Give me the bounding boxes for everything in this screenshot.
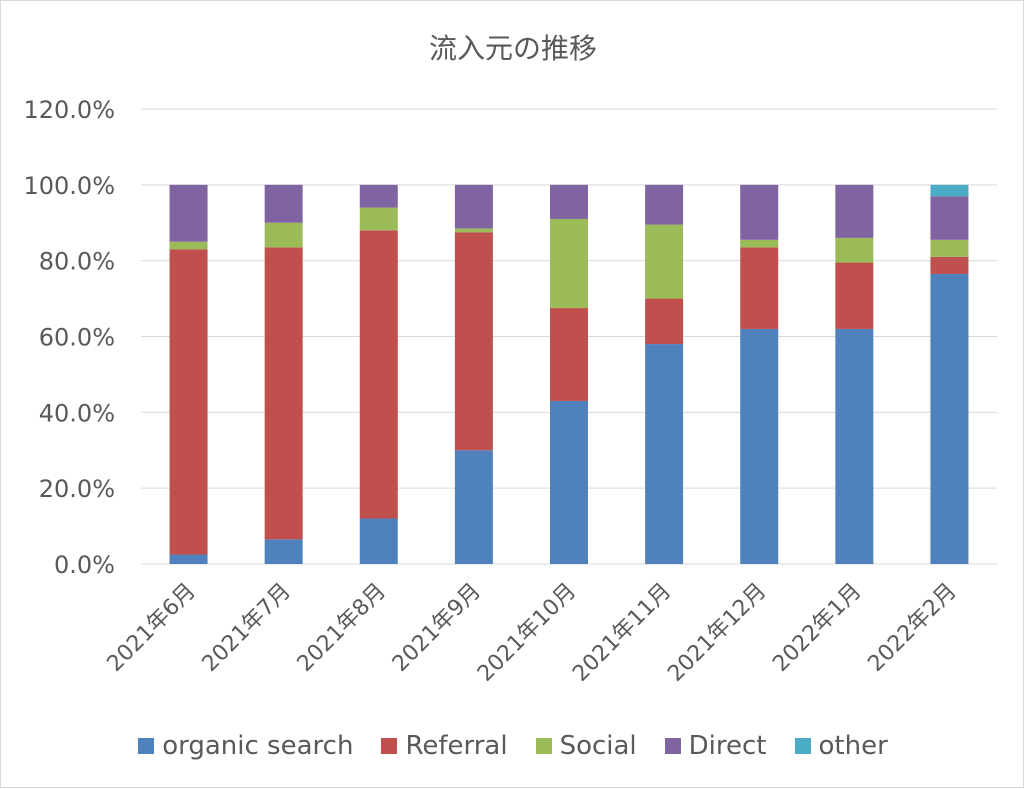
x-tick-label: 2022年1月 <box>768 579 866 677</box>
legend-item: Direct <box>664 731 767 761</box>
chart-title: 流入元の推移 <box>428 32 597 65</box>
bar-segment <box>930 196 969 240</box>
bar-segment <box>645 298 684 345</box>
chart-legend: organic search Referral Social Direct other <box>1 731 1024 761</box>
bar-segment <box>740 184 779 240</box>
bar-segment <box>930 256 969 274</box>
legend-item: other <box>794 731 888 761</box>
legend-item: Referral <box>381 731 508 761</box>
x-tick-label: 2021年6月 <box>103 579 201 677</box>
bar-segment <box>550 308 588 401</box>
bar-segment <box>930 273 969 564</box>
legend-label: Social <box>559 731 637 761</box>
y-tick-label: 100.0% <box>23 172 115 200</box>
bar-segment <box>550 400 588 564</box>
legend-swatch <box>138 738 155 754</box>
x-tick-label: 2021年10月 <box>473 579 581 687</box>
bar-segment <box>359 230 398 519</box>
bar-segment <box>454 228 493 233</box>
x-tick-label: 2021年7月 <box>198 579 296 677</box>
y-tick-label: 0.0% <box>54 551 115 579</box>
legend-swatch <box>664 738 681 754</box>
legend-label: other <box>818 731 888 761</box>
y-tick-label: 60.0% <box>39 324 115 352</box>
bar-segment <box>930 239 969 257</box>
bar-segment <box>645 224 684 299</box>
bar-segment <box>454 184 493 229</box>
legend-item: organic search <box>138 731 353 761</box>
bar-segment <box>169 249 208 555</box>
bar-segment <box>169 184 208 242</box>
bar-segment <box>740 328 779 564</box>
bar-segment <box>264 222 303 248</box>
x-tick-label: 2022年2月 <box>863 579 961 677</box>
bar-segment <box>835 184 874 238</box>
legend-item: Social <box>535 731 637 761</box>
bar-segment <box>645 344 684 564</box>
y-tick-label: 80.0% <box>39 248 115 276</box>
bar-segment <box>264 539 303 564</box>
legend-label: Direct <box>688 731 767 761</box>
y-tick-label: 20.0% <box>39 475 115 503</box>
bar-segment <box>454 232 493 451</box>
bar-segment <box>740 247 779 329</box>
bar-segment <box>835 237 874 263</box>
x-tick-label: 2021年8月 <box>293 579 391 677</box>
bar-segment <box>740 239 779 248</box>
bar-segment <box>359 207 398 231</box>
bar-segment <box>930 184 969 197</box>
x-tick-label: 2021年12月 <box>663 579 771 687</box>
legend-swatch <box>535 738 552 754</box>
bar-segment <box>169 554 208 564</box>
bar-segment <box>550 218 588 309</box>
legend-label: organic search <box>162 731 354 761</box>
bar-segment <box>264 247 303 540</box>
legend-label: Referral <box>405 731 508 761</box>
bar-segment <box>645 184 684 225</box>
x-tick-label: 2021年9月 <box>388 579 486 677</box>
y-tick-label: 120.0% <box>23 96 115 124</box>
legend-swatch <box>381 738 398 754</box>
bar-segment <box>169 241 208 250</box>
bar-segment <box>359 518 398 564</box>
bar-segment <box>835 262 874 329</box>
bar-segment <box>359 184 398 208</box>
bar-segment <box>550 184 588 219</box>
bar-segment <box>264 184 303 223</box>
bar-segment <box>835 328 874 564</box>
bar-segment <box>454 450 493 564</box>
x-tick-label: 2021年11月 <box>568 579 676 687</box>
y-tick-label: 40.0% <box>39 399 115 427</box>
legend-swatch <box>794 738 811 754</box>
